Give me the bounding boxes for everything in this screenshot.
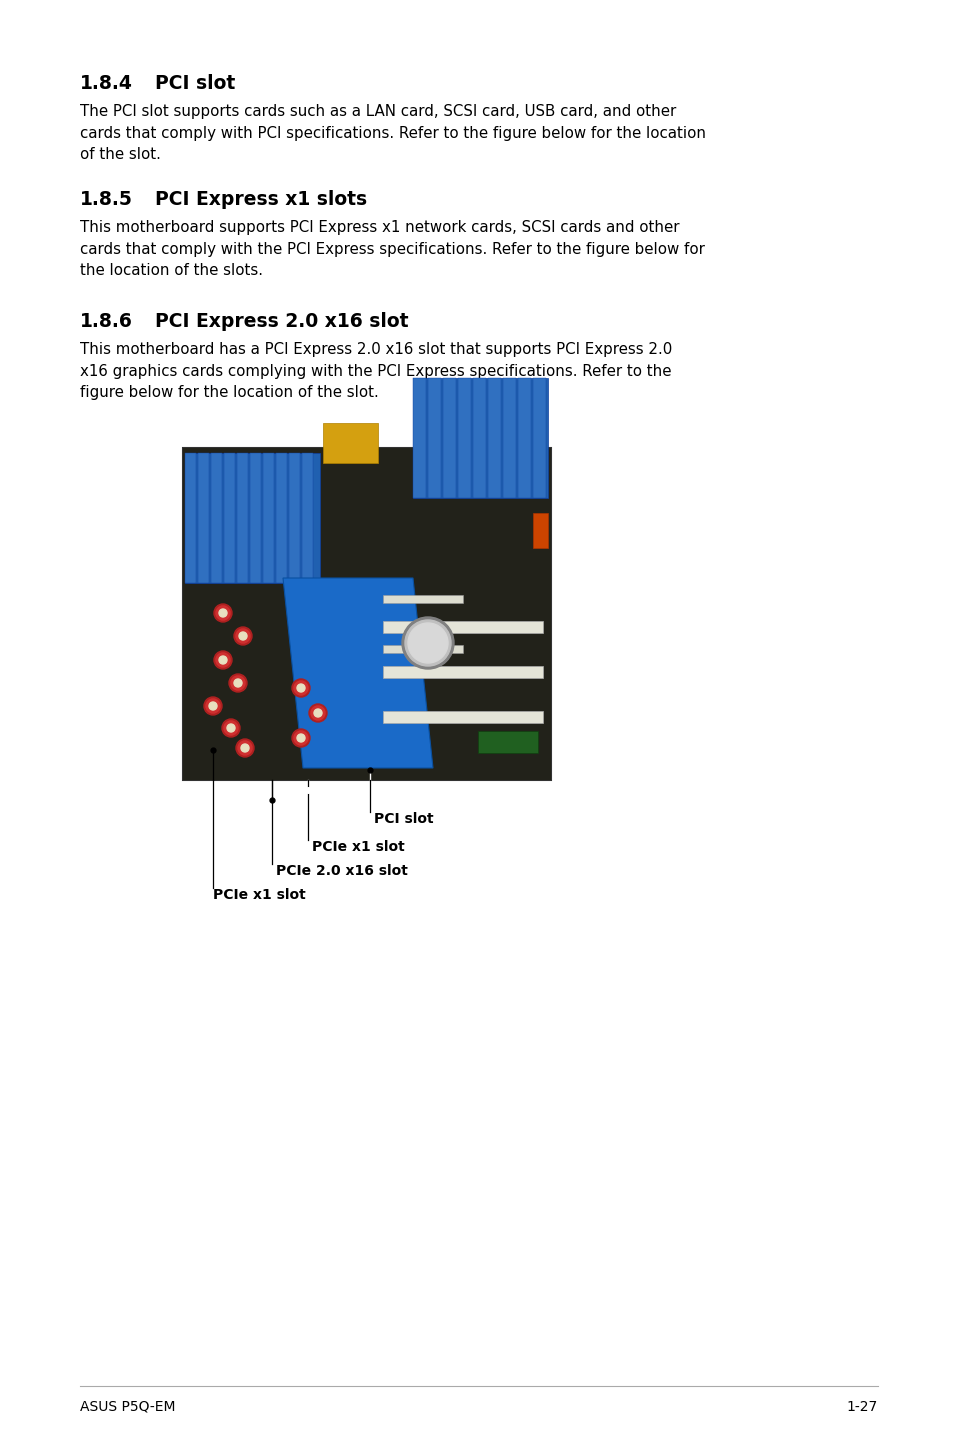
Circle shape xyxy=(206,699,220,713)
Circle shape xyxy=(224,720,237,735)
Circle shape xyxy=(237,741,252,755)
Text: PCIe x1 slot: PCIe x1 slot xyxy=(213,889,305,902)
Circle shape xyxy=(314,709,322,718)
Circle shape xyxy=(215,653,230,667)
Bar xyxy=(517,378,531,498)
Bar xyxy=(382,710,542,723)
Bar xyxy=(183,449,551,779)
Bar xyxy=(473,378,485,498)
Circle shape xyxy=(231,676,245,690)
Bar xyxy=(442,378,456,498)
Circle shape xyxy=(227,723,234,732)
Bar xyxy=(224,453,234,582)
Bar xyxy=(236,453,248,582)
Circle shape xyxy=(239,631,247,640)
Bar xyxy=(382,666,542,677)
Bar xyxy=(275,453,287,582)
Text: This motherboard supports PCI Express x1 network cards, SCSI cards and other
car: This motherboard supports PCI Express x1… xyxy=(80,220,704,278)
Circle shape xyxy=(219,656,227,664)
Bar xyxy=(457,378,471,498)
Circle shape xyxy=(241,743,249,752)
Bar xyxy=(302,453,313,582)
Text: 1.8.5: 1.8.5 xyxy=(80,190,132,209)
Text: PCIe x1 slot: PCIe x1 slot xyxy=(312,840,404,854)
Bar xyxy=(289,453,299,582)
Bar xyxy=(211,453,222,582)
Circle shape xyxy=(209,702,216,710)
Bar xyxy=(477,731,537,754)
Bar xyxy=(382,621,542,633)
Bar xyxy=(502,378,516,498)
Bar xyxy=(185,453,319,582)
Bar xyxy=(185,453,195,582)
Circle shape xyxy=(401,617,454,669)
Text: PCI slot: PCI slot xyxy=(374,812,434,825)
Bar xyxy=(533,513,547,548)
Circle shape xyxy=(296,684,305,692)
Text: 1.8.4: 1.8.4 xyxy=(80,73,132,93)
Circle shape xyxy=(215,605,230,620)
Circle shape xyxy=(233,679,242,687)
Bar xyxy=(323,423,377,463)
Circle shape xyxy=(229,674,247,692)
Bar xyxy=(413,378,426,498)
Text: 1-27: 1-27 xyxy=(846,1401,877,1414)
Circle shape xyxy=(292,729,310,746)
Text: ASUS P5Q-EM: ASUS P5Q-EM xyxy=(80,1401,175,1414)
Circle shape xyxy=(408,623,448,663)
Circle shape xyxy=(233,627,252,646)
Text: The PCI slot supports cards such as a LAN card, SCSI card, USB card, and other
c: The PCI slot supports cards such as a LA… xyxy=(80,104,705,162)
Text: PCI Express x1 slots: PCI Express x1 slots xyxy=(154,190,367,209)
Bar xyxy=(263,453,274,582)
Bar xyxy=(382,646,462,653)
Circle shape xyxy=(219,610,227,617)
Bar xyxy=(198,453,209,582)
Circle shape xyxy=(311,706,325,720)
Bar xyxy=(533,378,545,498)
Circle shape xyxy=(213,651,232,669)
Circle shape xyxy=(235,739,253,756)
Text: PCI slot: PCI slot xyxy=(154,73,235,93)
Text: 1.8.6: 1.8.6 xyxy=(80,312,132,331)
Polygon shape xyxy=(283,578,433,768)
Circle shape xyxy=(292,679,310,697)
Circle shape xyxy=(309,705,327,722)
Circle shape xyxy=(405,620,451,666)
Circle shape xyxy=(222,719,240,738)
Circle shape xyxy=(204,697,222,715)
Text: This motherboard has a PCI Express 2.0 x16 slot that supports PCI Express 2.0
x1: This motherboard has a PCI Express 2.0 x… xyxy=(80,342,672,400)
Circle shape xyxy=(294,731,308,745)
Text: PCI Express 2.0 x16 slot: PCI Express 2.0 x16 slot xyxy=(154,312,408,331)
Text: PCIe 2.0 x16 slot: PCIe 2.0 x16 slot xyxy=(275,864,408,879)
Bar xyxy=(488,378,500,498)
Circle shape xyxy=(213,604,232,623)
Bar xyxy=(413,378,547,498)
Bar xyxy=(428,378,440,498)
Bar xyxy=(382,595,462,603)
Bar xyxy=(183,449,551,779)
Circle shape xyxy=(235,628,250,643)
Circle shape xyxy=(296,733,305,742)
Circle shape xyxy=(294,682,308,695)
Bar xyxy=(250,453,261,582)
